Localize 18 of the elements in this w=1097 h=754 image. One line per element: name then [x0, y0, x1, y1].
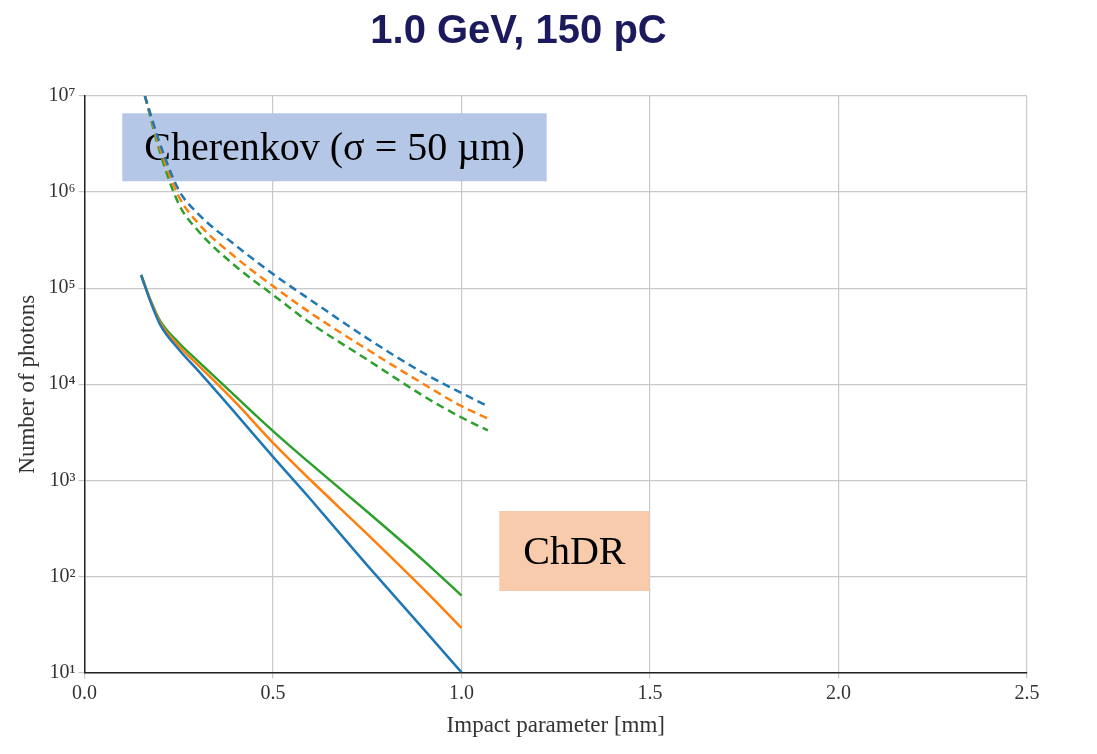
annotation: ChDR [523, 527, 626, 573]
annotation: Cherenkov (σ = 50 µm) [144, 123, 525, 169]
y-tick-label: 10⁶ [48, 179, 76, 202]
y-axis-title: Number of photons [13, 294, 39, 474]
y-tick-label: 10⁴ [48, 371, 76, 394]
x-axis-title: Impact parameter [mm] [446, 712, 665, 738]
x-tick-label: 1.0 [449, 680, 475, 703]
x-tick-label: 0.5 [260, 680, 286, 703]
y-tick-label: 10⁷ [48, 83, 76, 106]
y-tick-label: 10¹ [49, 659, 76, 682]
y-tick-label: 10² [49, 563, 76, 586]
chart-title: 1.0 GeV, 150 pC [370, 7, 667, 52]
y-tick-label: 10⁵ [48, 275, 76, 298]
x-tick-label: 2.5 [1014, 680, 1040, 703]
x-tick-label: 1.5 [637, 680, 663, 703]
x-tick-label: 0.0 [72, 680, 98, 703]
y-tick-label: 10³ [49, 467, 76, 490]
x-tick-label: 2.0 [826, 680, 852, 703]
